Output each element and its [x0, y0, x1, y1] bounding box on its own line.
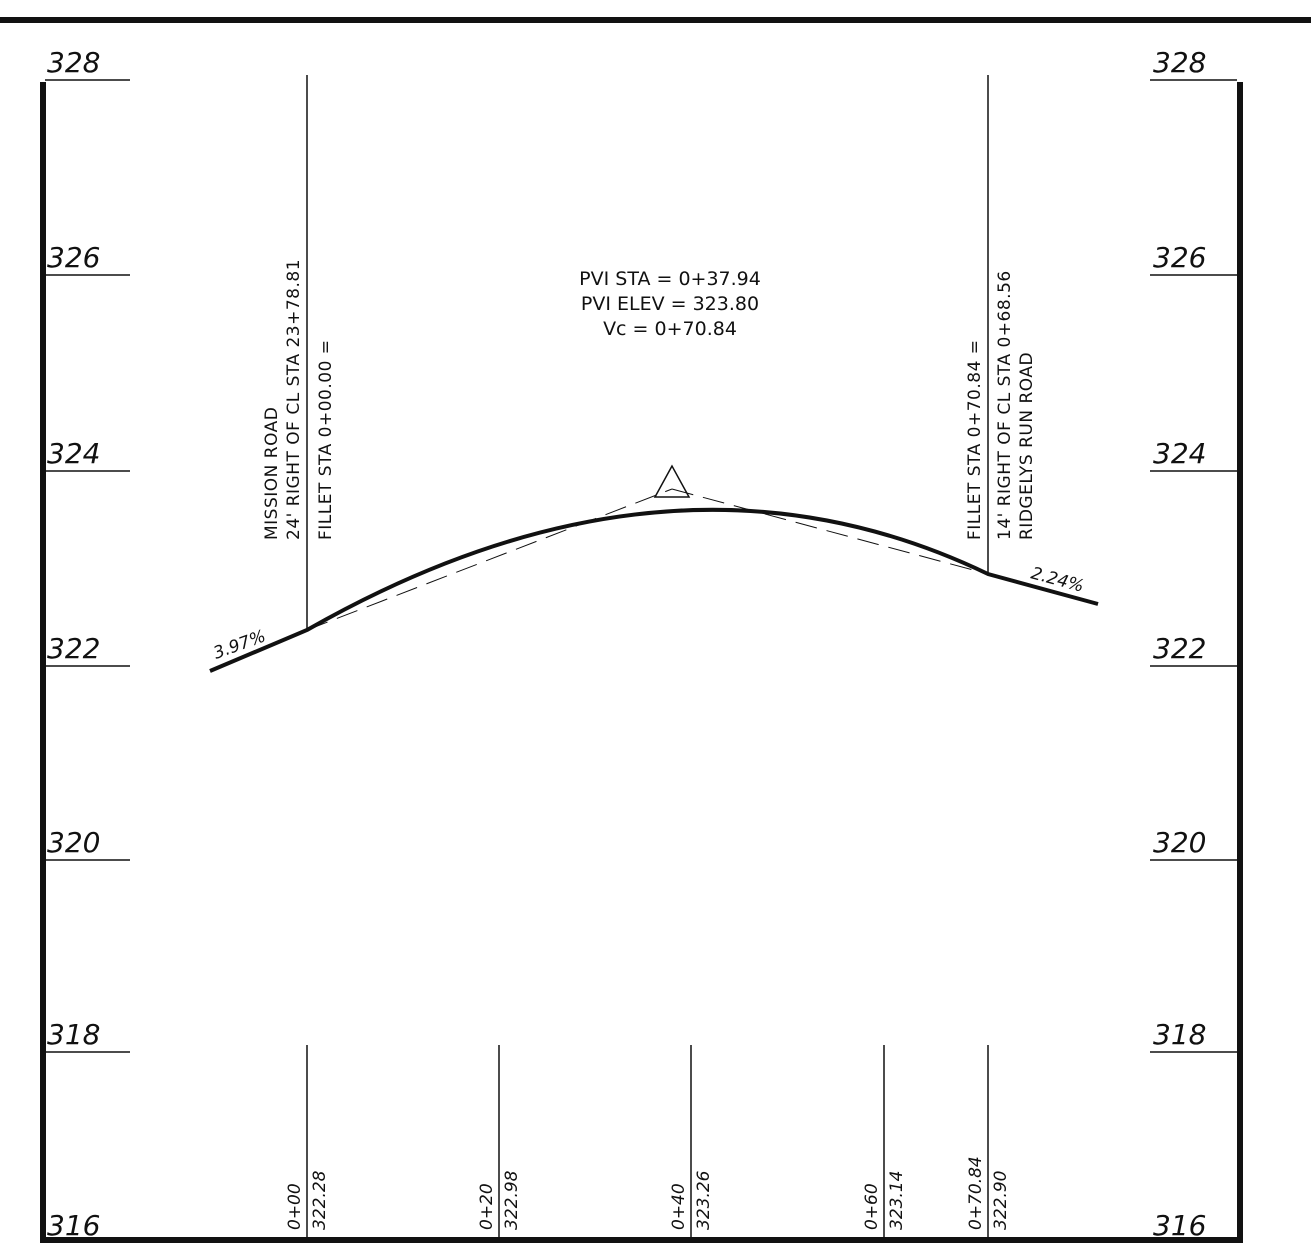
- elev-label-322-left: 322: [47, 632, 100, 665]
- elev-label-326-right: 326: [1153, 241, 1206, 274]
- right-note-line-3: RIDGELYS RUN ROAD: [1017, 352, 1037, 540]
- elev-label-318-left: 318: [47, 1018, 100, 1051]
- profile-grade-line: [209, 507, 1099, 673]
- pvi-info: PVI STA = 0+37.94 PVI ELEV = 323.80 Vc =…: [579, 268, 761, 340]
- outgoing-tangent-line: [671, 488, 989, 575]
- station-0-20: 0+20: [477, 1183, 497, 1230]
- station-0-70-84: 0+70.84: [966, 1156, 986, 1230]
- station-0-60: 0+60: [862, 1183, 882, 1230]
- left-note-line-3: FILLET STA 0+00.00 =: [316, 339, 336, 540]
- station-labels: 0+00 322.28 0+20 322.98 0+40 323.26 0+60…: [285, 1045, 1011, 1238]
- elev-label-318-right: 318: [1153, 1018, 1206, 1051]
- right-note-line-1: FILLET STA 0+70.84 =: [965, 339, 985, 540]
- elev-label-316-right: 316: [1153, 1209, 1206, 1242]
- pvi-triangle-icon: [653, 464, 691, 498]
- elev-label-322-right: 322: [1153, 632, 1206, 665]
- elevation-0-40: 323.26: [694, 1170, 714, 1230]
- elev-label-324-left: 324: [47, 437, 100, 470]
- vertical-curve-length-text: Vc = 0+70.84: [603, 318, 737, 340]
- station-0-00: 0+00: [285, 1183, 305, 1230]
- elevation-0-70-84: 322.90: [991, 1171, 1011, 1230]
- elev-label-320-left: 320: [47, 826, 100, 859]
- incoming-tangent-line: [306, 488, 673, 631]
- elev-label-320-right: 320: [1153, 826, 1206, 859]
- left-note-line-2: 24' RIGHT OF CL STA 23+78.81: [284, 259, 304, 540]
- elev-label-316-left: 316: [47, 1209, 100, 1242]
- elev-label-326-left: 326: [47, 241, 100, 274]
- elev-label-324-right: 324: [1153, 437, 1206, 470]
- elev-label-328-right: 328: [1153, 46, 1206, 79]
- left-elevation-scale: 328 326 324 322 320 318 316: [45, 46, 130, 1242]
- left-note-line-1: MISSION ROAD: [262, 407, 282, 540]
- right-note-line-2: 14' RIGHT OF CL STA 0+68.56: [995, 270, 1015, 540]
- pvi-station-text: PVI STA = 0+37.94: [579, 268, 761, 290]
- station-0-40: 0+40: [669, 1183, 689, 1230]
- left-note: MISSION ROAD 24' RIGHT OF CL STA 23+78.8…: [262, 259, 336, 540]
- right-elevation-scale: 328 326 324 322 320 318 316: [1150, 46, 1237, 1242]
- elevation-0-60: 323.14: [887, 1171, 907, 1230]
- elev-label-328-left: 328: [47, 46, 100, 79]
- elevation-0-20: 322.98: [502, 1170, 522, 1230]
- elevation-0-00: 322.28: [310, 1170, 330, 1230]
- pvi-elevation-text: PVI ELEV = 323.80: [581, 293, 759, 315]
- right-note: FILLET STA 0+70.84 = 14' RIGHT OF CL STA…: [965, 270, 1037, 540]
